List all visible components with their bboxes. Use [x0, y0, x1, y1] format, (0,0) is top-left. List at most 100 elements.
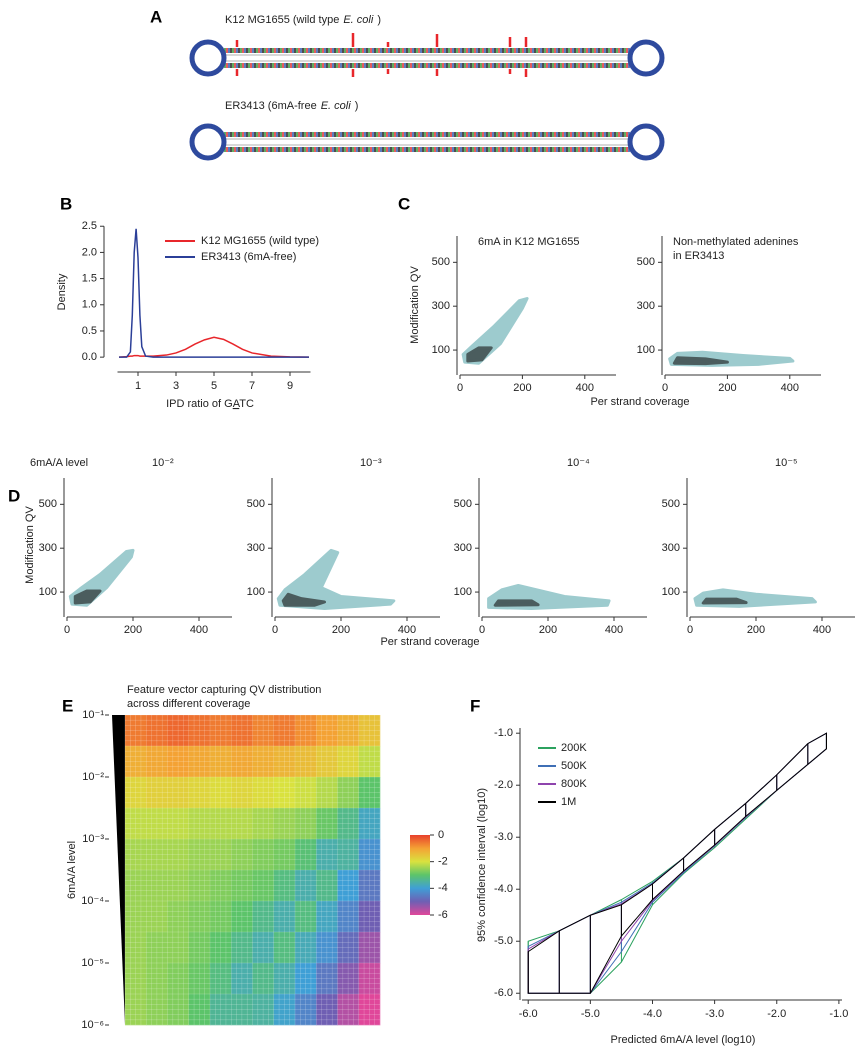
- heatmap-cell: [316, 746, 338, 778]
- heatmap-cell: [273, 808, 296, 840]
- x-tick-label: 200: [539, 624, 557, 636]
- density-contour: [466, 346, 493, 363]
- x-tick-label: -4.0: [643, 1008, 662, 1020]
- heatmap-cell: [231, 994, 253, 1026]
- x-tick-label: 0: [272, 624, 278, 636]
- heatmap-cell: [316, 870, 338, 902]
- y-tick-label: 500: [454, 498, 472, 510]
- y-tick-label: 2.5: [82, 220, 97, 232]
- heatmap-cell: [273, 746, 296, 778]
- heatmap-cell: [337, 994, 360, 1026]
- strain-label-part: ER3413 (6mA-free: [225, 100, 317, 112]
- heatmap-cell: [146, 932, 168, 964]
- subplot-title: 10⁻⁵: [775, 457, 798, 469]
- y-axis-label: 6mA/A level: [66, 841, 78, 899]
- y-tick-label: 100: [454, 586, 472, 598]
- heatmap-cell: [167, 932, 190, 964]
- heatmap-cell: [188, 715, 211, 747]
- heatmap-cell: [125, 994, 147, 1026]
- y-tick-label: -6.0: [494, 987, 513, 999]
- heatmap-cell: [252, 901, 275, 933]
- y-tick-label: 300: [637, 300, 655, 312]
- x-tick-label: 7: [249, 380, 255, 392]
- heatmap-cell: [188, 870, 211, 902]
- heatmap-cell: [358, 715, 381, 747]
- heatmap-cell: [252, 932, 275, 964]
- heatmap-cell: [167, 870, 190, 902]
- density-contour: [276, 548, 396, 611]
- heatmap-cell: [146, 963, 168, 995]
- heatmap-cell: [231, 715, 253, 747]
- heatmap-cell: [231, 777, 253, 809]
- heatmap-cell: [358, 901, 381, 933]
- y-tick-label: 2.0: [82, 246, 97, 258]
- heatmap-cell: [146, 808, 168, 840]
- heatmap-cell: [210, 839, 232, 871]
- heatmap-cell: [210, 963, 232, 995]
- heatmap-cell: [210, 870, 232, 902]
- heatmap-cell: [210, 901, 232, 933]
- y-tick-label: 0.5: [82, 325, 97, 337]
- y-tick-label: -5.0: [494, 935, 513, 947]
- heatmap-cell: [337, 839, 360, 871]
- y-tick-label: 300: [454, 542, 472, 554]
- heatmap-cell: [231, 932, 253, 964]
- y-axis-label: Modification QV: [24, 506, 36, 584]
- heatmap-cell: [210, 715, 232, 747]
- y-tick-label: 10⁻⁵: [81, 957, 104, 969]
- heatmap-cell: [252, 839, 275, 871]
- x-tick-label: 9: [287, 380, 293, 392]
- density-contour: [281, 592, 326, 607]
- heatmap-cell: [252, 715, 275, 747]
- colorbar-tick-label: -2: [438, 856, 448, 868]
- x-tick-label: 0: [687, 624, 693, 636]
- x-tick-label: 400: [781, 382, 799, 394]
- subplot-title: Non-methylated adenines: [673, 236, 799, 248]
- heatmap-cell: [273, 994, 296, 1026]
- y-axis-label: Density: [56, 273, 68, 310]
- heatmap-cell: [252, 808, 275, 840]
- heatmap-cell: [231, 839, 253, 871]
- y-tick-label: 0.0: [82, 351, 97, 363]
- heatmap-cell: [295, 932, 317, 964]
- density-contour: [672, 356, 729, 366]
- heatmap-cell: [210, 746, 232, 778]
- heatmap-cell: [167, 746, 190, 778]
- confidence-band: [527, 732, 827, 994]
- heatmap-cell: [337, 932, 360, 964]
- heatmap-cell: [337, 715, 360, 747]
- x-tick-label: -3.0: [705, 1008, 724, 1020]
- panel-letter: D: [8, 486, 20, 505]
- heatmap-cell: [125, 746, 147, 778]
- x-tick-label: 3: [173, 380, 179, 392]
- heatmap-cell: [252, 963, 275, 995]
- x-axis-label: IPD ratio of GATC: [166, 398, 254, 410]
- level-wedge: [112, 715, 125, 1025]
- row-label: 6mA/A level: [30, 457, 88, 469]
- heatmap-cell: [146, 901, 168, 933]
- heatmap-cell: [295, 994, 317, 1026]
- heatmap-cell: [316, 715, 338, 747]
- subplot-title: 6mA in K12 MG1655: [478, 236, 580, 248]
- x-tick-label: 5: [211, 380, 217, 392]
- heatmap-cell: [188, 901, 211, 933]
- panel-letter: A: [150, 7, 162, 26]
- y-tick-label: 500: [247, 498, 265, 510]
- heatmap-cell: [167, 808, 190, 840]
- colorbar-tick-label: -6: [438, 909, 448, 921]
- subplot-title: 10⁻³: [360, 457, 382, 469]
- heatmap-title: across different coverage: [127, 698, 250, 710]
- heatmap-cell: [167, 901, 190, 933]
- y-tick-label: 500: [637, 256, 655, 268]
- x-tick-label: 200: [747, 624, 765, 636]
- heatmap-cell: [188, 994, 211, 1026]
- x-axis-label: Per strand coverage: [590, 396, 689, 408]
- subplot-title: 10⁻⁴: [567, 457, 590, 469]
- x-axis-label: Per strand coverage: [380, 636, 479, 648]
- legend-label: 500K: [561, 760, 587, 772]
- heatmap-cell: [125, 932, 147, 964]
- heatmap-cell: [188, 963, 211, 995]
- x-tick-label: 400: [813, 624, 831, 636]
- strain-label-part: ): [377, 14, 381, 26]
